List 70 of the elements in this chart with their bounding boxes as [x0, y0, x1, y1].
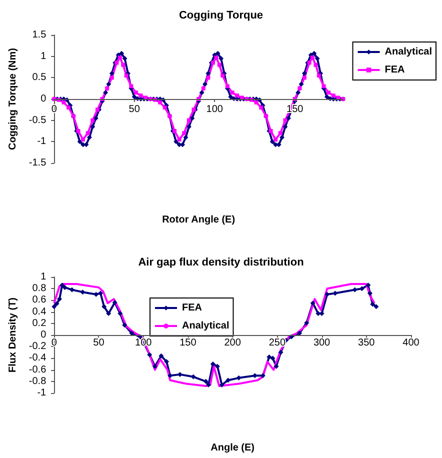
y-axis-title: Cogging Torque (Nm) [8, 48, 18, 150]
y-tick-label: -0.4 [28, 352, 47, 364]
legend-label: FEA [182, 302, 202, 314]
point [98, 290, 104, 296]
point [352, 287, 358, 292]
point [168, 373, 173, 378]
x-tick-label: 50 [93, 338, 105, 348]
point [106, 311, 112, 316]
point [147, 352, 152, 358]
point [69, 287, 74, 292]
point [366, 282, 371, 288]
point [52, 304, 57, 310]
x-tick-label: 400 [402, 338, 420, 348]
point [274, 364, 279, 369]
y-tick-label: 0.5 [32, 72, 47, 84]
y-tick-label: 0.4 [32, 306, 47, 318]
x-axis-title: Rotor Angle (E) [162, 214, 236, 226]
point [203, 378, 208, 384]
point [270, 356, 276, 361]
x-tick-label: 300 [313, 338, 331, 348]
x-tick-label: 50 [128, 104, 140, 115]
point [236, 375, 242, 380]
point [310, 300, 316, 306]
point [190, 374, 196, 380]
x-tick-label: 350 [358, 338, 376, 348]
y-tick-label: 0.6 [32, 294, 47, 306]
point [62, 284, 68, 290]
point [278, 350, 284, 355]
y-tick-label: -0.8 [28, 376, 47, 387]
point [102, 304, 107, 310]
y-tick-label: 0.8 [32, 283, 47, 294]
point [56, 296, 62, 302]
point [367, 290, 372, 296]
y-tick-label: -1 [37, 136, 47, 148]
point [54, 301, 60, 306]
legend-label: Analytical [182, 320, 230, 332]
point [94, 292, 99, 297]
point [164, 359, 170, 364]
y-tick-label: 1 [40, 50, 47, 62]
point [219, 382, 224, 388]
point [266, 354, 272, 360]
y-tick-label: 0 [40, 94, 47, 104]
y-tick-label: -0.2 [28, 341, 47, 352]
chart-title: Cogging Torque [178, 10, 264, 22]
x-axis-title: Angle (E) [210, 442, 255, 454]
y-tick-label: -1 [37, 388, 47, 398]
point [374, 304, 379, 310]
point [214, 364, 220, 369]
legend-label: Analytical [384, 46, 432, 58]
y-tick-label: -1.5 [28, 158, 47, 168]
point [112, 300, 118, 306]
x-tick-label: 150 [180, 338, 197, 348]
y-tick-label: 1 [40, 272, 47, 282]
y-tick-label: -0.5 [28, 114, 47, 126]
x-tick-label: 100 [206, 104, 224, 115]
y-tick-label: 0.2 [32, 318, 47, 329]
point [158, 353, 164, 358]
point [122, 322, 128, 328]
point [210, 362, 216, 366]
y-axis-title: Flux Density (T) [8, 297, 18, 373]
point [304, 320, 310, 326]
y-tick-label: 1.5 [32, 30, 47, 40]
point [370, 302, 376, 307]
y-tick-label: -0.6 [28, 364, 47, 376]
chart-title: Air gap flux density distribution [138, 256, 304, 268]
y-tick-label: 0 [40, 330, 47, 340]
legend-label: FEA [384, 64, 405, 76]
point [118, 311, 123, 316]
x-tick-label: 200 [224, 338, 242, 348]
point [226, 378, 231, 383]
